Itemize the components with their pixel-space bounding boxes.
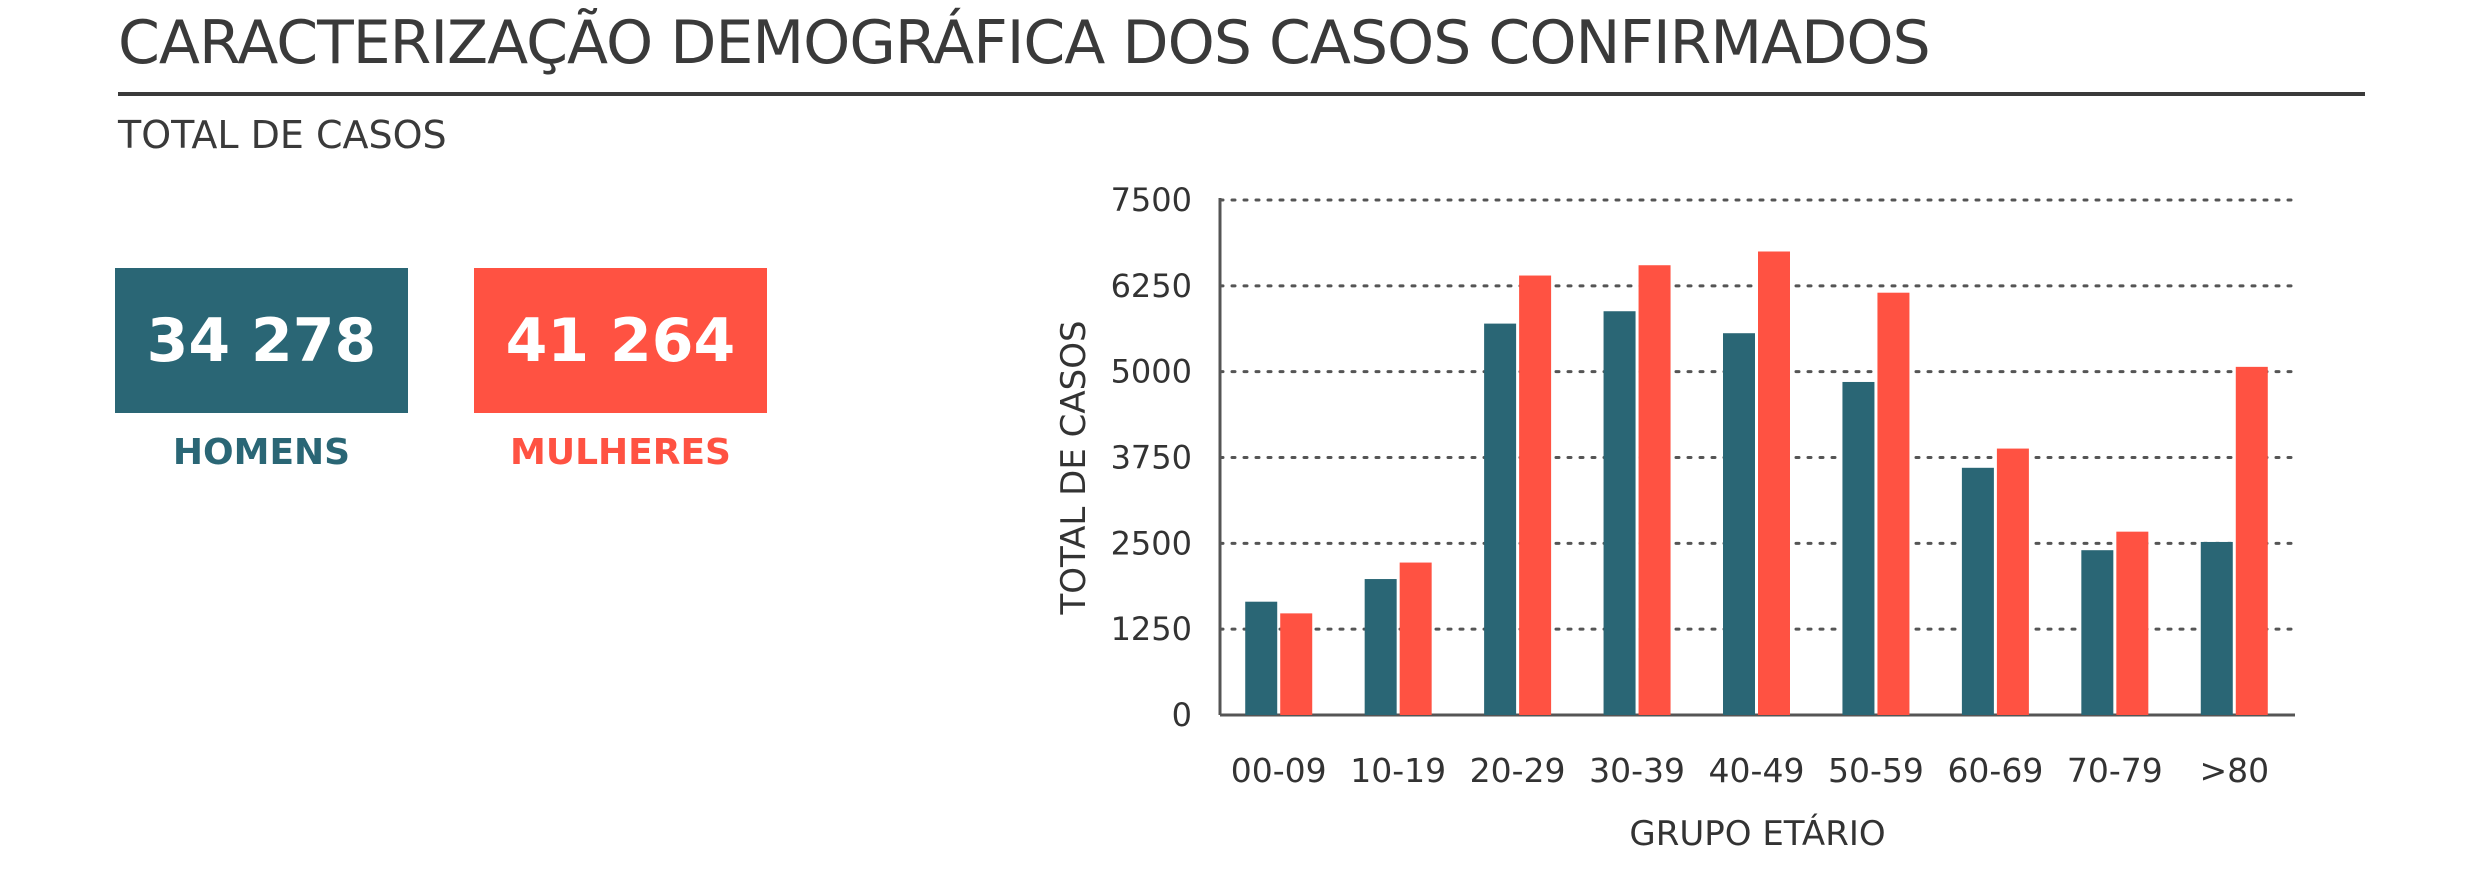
y-tick-label: 5000: [1111, 353, 1192, 391]
title-divider: [118, 92, 2365, 96]
bar: [1364, 579, 1397, 715]
bar: [1399, 562, 1432, 715]
x-tick-label: 50-59: [1828, 751, 1924, 790]
x-axis-title: GRUPO ETÁRIO: [1629, 813, 1885, 854]
bar: [2116, 531, 2149, 715]
x-tick-label: 40-49: [1709, 751, 1805, 790]
x-tick-label: 70-79: [2067, 751, 2163, 790]
bar: [2235, 366, 2268, 715]
women-label: MULHERES: [510, 432, 731, 473]
x-tick-label: 30-39: [1589, 751, 1685, 790]
bar: [1638, 265, 1671, 715]
y-tick-label: 6250: [1111, 267, 1192, 305]
bar: [1758, 251, 1790, 715]
bar: [2200, 541, 2233, 715]
y-tick-label: 2500: [1111, 524, 1192, 562]
x-tick-label: 10-19: [1350, 751, 1446, 790]
page-title: CARACTERIZAÇÃO DEMOGRÁFICA DOS CASOS CON…: [118, 8, 1931, 78]
bar: [1603, 311, 1636, 715]
men-label: HOMENS: [172, 432, 351, 473]
men-total-value: 34 278: [146, 305, 377, 376]
bar: [1996, 448, 2029, 715]
y-tick-label: 7500: [1111, 181, 1192, 219]
men-total-box: 34 278: [115, 268, 408, 413]
bar: [1877, 292, 1910, 715]
bar: [1280, 613, 1313, 715]
y-axis-title: TOTAL DE CASOS: [1054, 320, 1094, 615]
women-total-value: 41 264: [505, 305, 736, 376]
section-subtitle: TOTAL DE CASOS: [118, 113, 447, 157]
women-total-box: 41 264: [474, 268, 767, 413]
x-tick-label: 00-09: [1231, 751, 1327, 790]
bar: [1245, 601, 1278, 715]
bar: [1842, 381, 1875, 715]
bar: [1519, 275, 1552, 715]
x-tick-label: >80: [2199, 751, 2269, 790]
y-tick-label: 3750: [1111, 439, 1192, 477]
bar: [1484, 323, 1517, 715]
bar: [1961, 467, 1994, 715]
y-tick-label: 0: [1172, 696, 1192, 734]
y-tick-label: 1250: [1111, 610, 1192, 648]
x-tick-label: 60-69: [1947, 751, 2043, 790]
bar: [1723, 333, 1755, 715]
x-tick-label: 20-29: [1470, 751, 1566, 790]
bar: [2081, 550, 2114, 715]
age-group-bar-chart: 0 1250 2500 3750 5000 6250 7500 00-09 10-19 20-29…: [1054, 181, 2297, 854]
